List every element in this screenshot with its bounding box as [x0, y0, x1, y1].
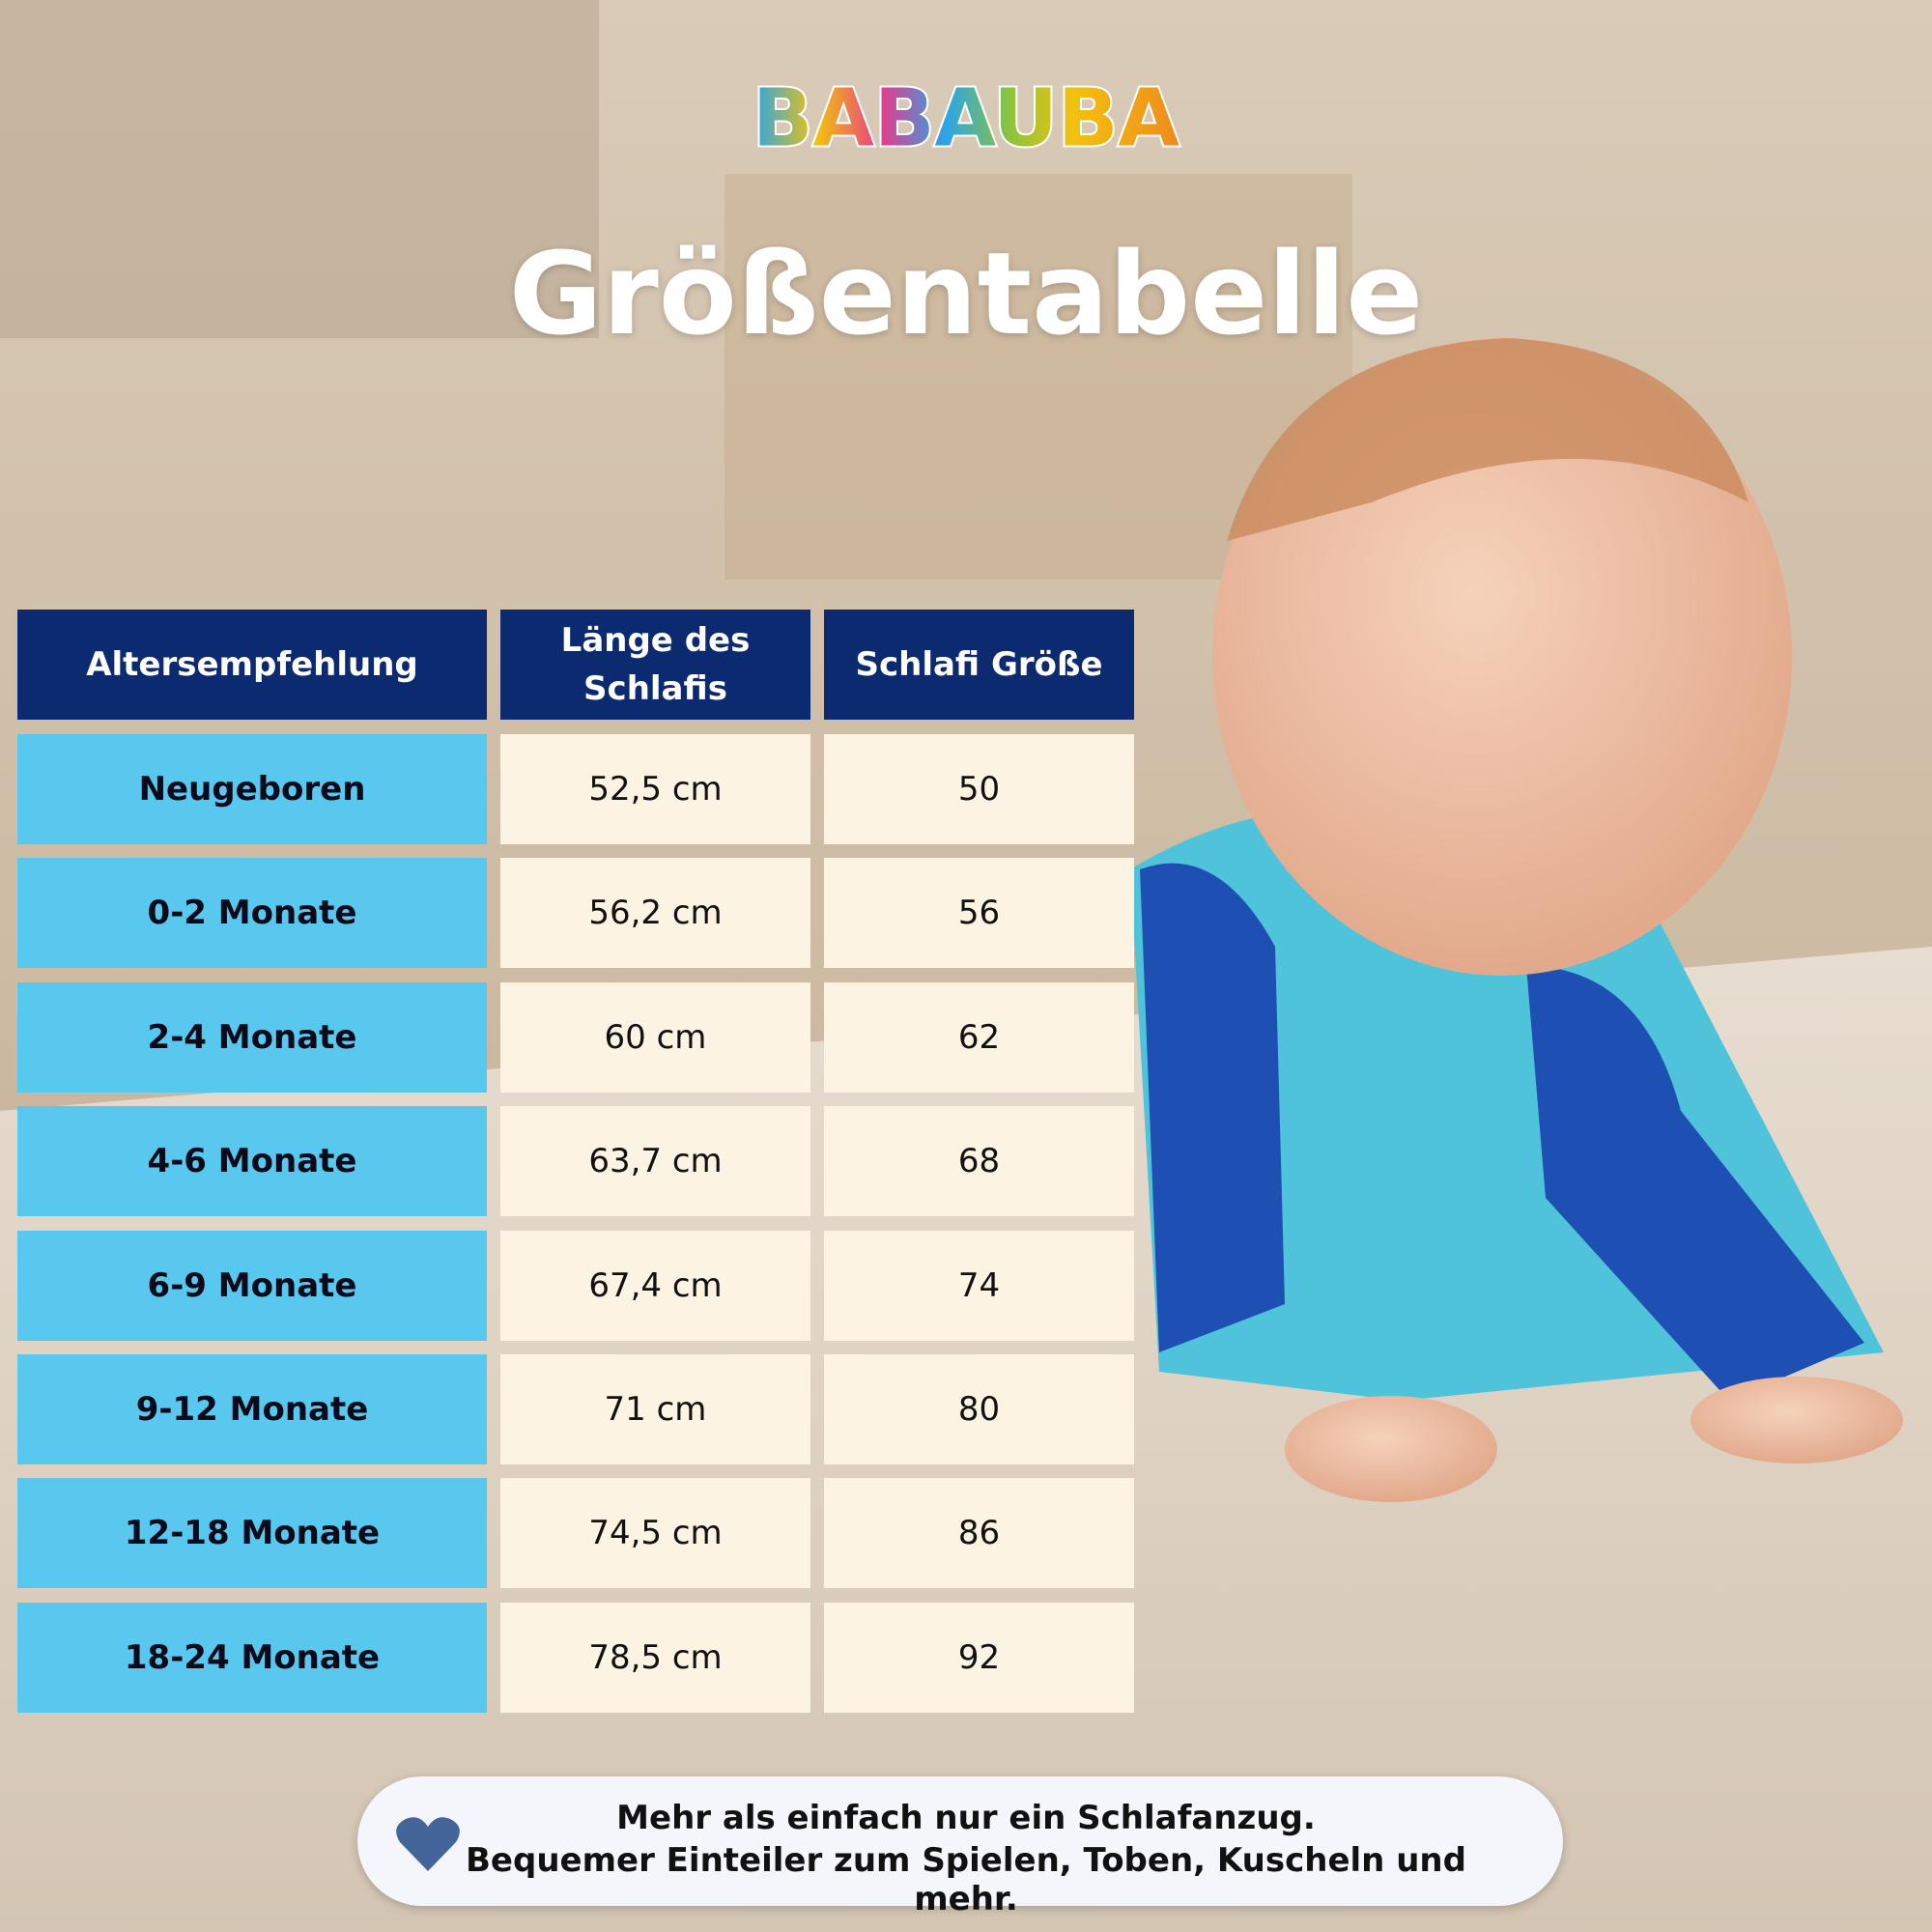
- value-cell: 74: [824, 1230, 1134, 1341]
- sleeve: [1526, 966, 1864, 1401]
- value-cell: 67,4 cm: [500, 1230, 810, 1341]
- hand: [1285, 1396, 1497, 1502]
- value-cell: 74,5 cm: [500, 1478, 810, 1589]
- value-cell: 50: [824, 734, 1134, 844]
- age-cell: 9-12 Monate: [17, 1354, 487, 1464]
- header-cell: Schlafi Größe: [824, 610, 1134, 720]
- sleeve: [1140, 863, 1285, 1352]
- value-cell: 56,2 cm: [500, 858, 810, 969]
- value-cell: 56: [824, 858, 1134, 969]
- header-cell: Altersempfehlung: [17, 610, 487, 720]
- shelf: [0, 0, 599, 338]
- age-cell: 6-9 Monate: [17, 1230, 487, 1341]
- value-cell: 78,5 cm: [500, 1602, 810, 1713]
- value-cell: 86: [824, 1478, 1134, 1589]
- header-cell: Länge des Schlafis: [500, 610, 810, 720]
- value-cell: 62: [824, 981, 1134, 1093]
- logo: BABAUBA: [753, 72, 1179, 164]
- hand: [1690, 1377, 1903, 1463]
- age-cell: 4-6 Monate: [17, 1106, 487, 1217]
- age-cell: Neugeboren: [17, 734, 487, 844]
- value-cell: 71 cm: [500, 1354, 810, 1464]
- title: Größentabelle: [508, 227, 1424, 360]
- footer-banner: [357, 1776, 1563, 1906]
- age-cell: 12-18 Monate: [17, 1478, 487, 1589]
- age-cell: 2-4 Monate: [17, 981, 487, 1093]
- value-cell: 52,5 cm: [500, 734, 810, 844]
- hair: [1227, 338, 1748, 541]
- value-cell: 60 cm: [500, 981, 810, 1093]
- age-cell: 18-24 Monate: [17, 1602, 487, 1713]
- value-cell: 68: [824, 1106, 1134, 1217]
- value-cell: 92: [824, 1602, 1134, 1713]
- footer-line: Bequemer Einteiler zum Spielen, Toben, K…: [466, 1841, 1466, 1918]
- footer-line: Mehr als einfach nur ein Schlafanzug.: [616, 1799, 1316, 1837]
- value-cell: 80: [824, 1354, 1134, 1464]
- value-cell: 63,7 cm: [500, 1106, 810, 1217]
- age-cell: 0-2 Monate: [17, 858, 487, 969]
- heart-icon: [396, 1817, 460, 1871]
